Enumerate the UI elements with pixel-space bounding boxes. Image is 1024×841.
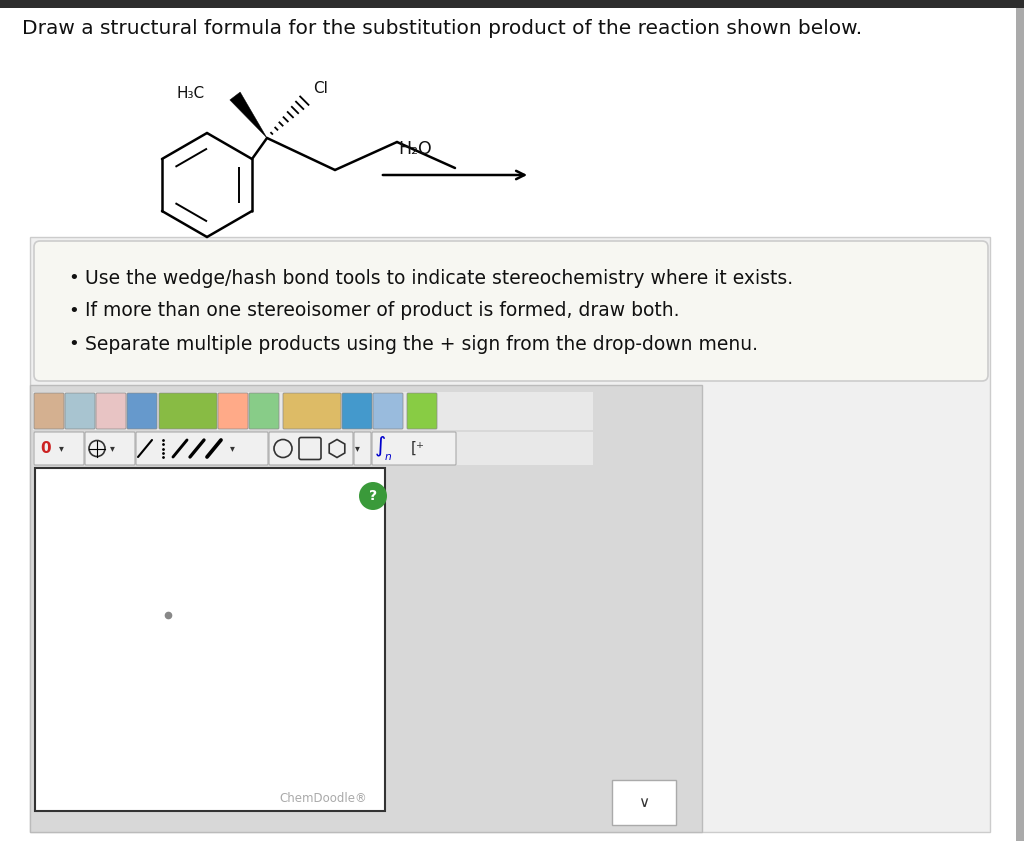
- Bar: [33, 432, 593, 465]
- Text: ▾: ▾: [110, 443, 115, 453]
- Text: ChemDoodle®: ChemDoodle®: [280, 792, 367, 806]
- Polygon shape: [229, 92, 267, 138]
- Text: If more than one stereoisomer of product is formed, draw both.: If more than one stereoisomer of product…: [85, 302, 680, 320]
- Ellipse shape: [359, 482, 387, 510]
- Text: [⁺: [⁺: [411, 441, 425, 456]
- FancyBboxPatch shape: [372, 432, 456, 465]
- Text: Draw a structural formula for the substitution product of the reaction shown bel: Draw a structural formula for the substi…: [22, 19, 862, 38]
- FancyBboxPatch shape: [407, 393, 437, 429]
- Text: 0: 0: [41, 441, 51, 456]
- Text: ?: ?: [369, 489, 377, 503]
- FancyBboxPatch shape: [373, 393, 403, 429]
- FancyBboxPatch shape: [65, 393, 95, 429]
- Text: Cl: Cl: [313, 81, 328, 96]
- FancyBboxPatch shape: [354, 432, 371, 465]
- Text: $\int_n$: $\int_n$: [374, 434, 392, 463]
- FancyBboxPatch shape: [159, 393, 217, 429]
- FancyBboxPatch shape: [283, 393, 341, 429]
- Text: ▾: ▾: [229, 443, 234, 453]
- Bar: [612, 780, 676, 825]
- Text: •: •: [68, 269, 79, 287]
- Text: Use the wedge/hash bond tools to indicate stereochemistry where it exists.: Use the wedge/hash bond tools to indicat…: [85, 268, 794, 288]
- FancyBboxPatch shape: [34, 432, 84, 465]
- Bar: [1016, 0, 1024, 841]
- Text: •: •: [68, 335, 79, 353]
- Bar: [30, 385, 702, 832]
- Text: H₃C: H₃C: [177, 86, 205, 101]
- FancyBboxPatch shape: [342, 393, 372, 429]
- Bar: [35, 468, 385, 811]
- FancyBboxPatch shape: [127, 393, 157, 429]
- Text: ▾: ▾: [354, 443, 359, 453]
- Text: Separate multiple products using the + sign from the drop-down menu.: Separate multiple products using the + s…: [85, 335, 758, 353]
- Text: ▾: ▾: [58, 443, 63, 453]
- Bar: [33, 392, 593, 430]
- Text: ∨: ∨: [638, 795, 649, 810]
- FancyBboxPatch shape: [249, 393, 279, 429]
- FancyBboxPatch shape: [96, 393, 126, 429]
- FancyBboxPatch shape: [269, 432, 353, 465]
- Text: H₂O: H₂O: [398, 140, 432, 158]
- Bar: [30, 237, 990, 832]
- FancyBboxPatch shape: [34, 393, 63, 429]
- Text: •: •: [68, 302, 79, 320]
- FancyBboxPatch shape: [85, 432, 135, 465]
- FancyBboxPatch shape: [34, 241, 988, 381]
- FancyBboxPatch shape: [218, 393, 248, 429]
- Bar: [0, 0, 1024, 8]
- FancyBboxPatch shape: [136, 432, 268, 465]
